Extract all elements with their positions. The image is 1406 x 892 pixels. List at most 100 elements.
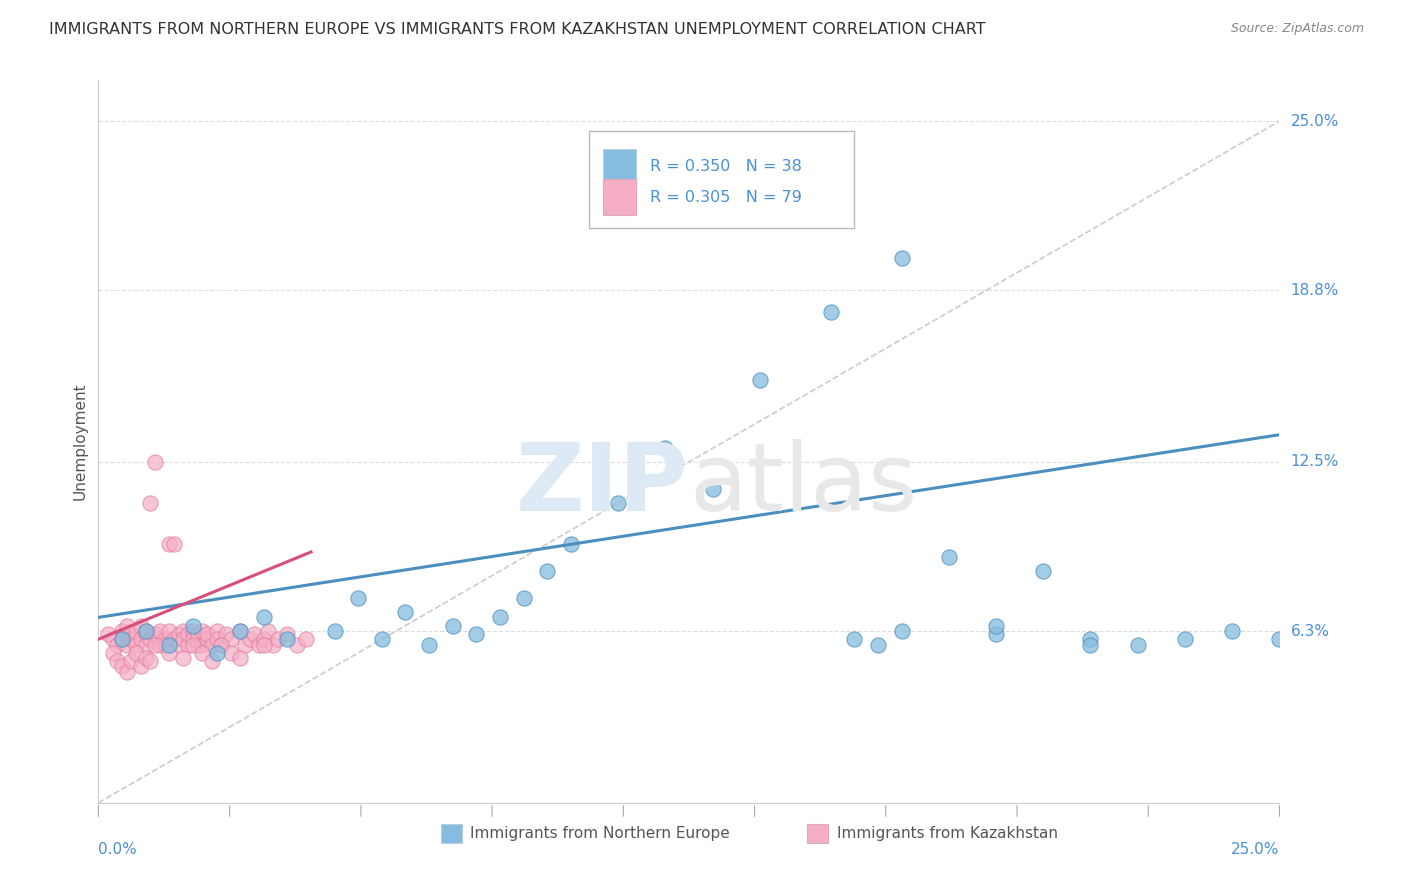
Point — [135, 638, 157, 652]
Point — [135, 624, 157, 638]
Point — [111, 632, 134, 647]
Point — [285, 638, 308, 652]
Point — [394, 605, 416, 619]
Point — [209, 638, 232, 652]
Point — [233, 638, 256, 652]
Point — [1268, 632, 1291, 647]
Point — [97, 626, 120, 640]
Point — [191, 646, 214, 660]
Point — [984, 618, 1007, 632]
Point — [219, 646, 242, 660]
Text: ZIP: ZIP — [516, 439, 689, 531]
Point — [149, 638, 172, 652]
Bar — [603, 179, 636, 215]
Text: atlas: atlas — [689, 439, 917, 531]
Point — [167, 626, 190, 640]
Point — [129, 632, 152, 647]
Point — [121, 632, 143, 647]
Point — [135, 624, 157, 638]
Point — [205, 646, 228, 660]
Point — [167, 638, 190, 652]
Point — [105, 654, 128, 668]
Point — [215, 626, 238, 640]
Point — [143, 455, 166, 469]
Point — [149, 624, 172, 638]
Text: IMMIGRANTS FROM NORTHERN EUROPE VS IMMIGRANTS FROM KAZAKHSTAN UNEMPLOYMENT CORRE: IMMIGRANTS FROM NORTHERN EUROPE VS IMMIG… — [49, 22, 986, 37]
Point — [177, 638, 200, 652]
Point — [201, 654, 224, 668]
Bar — [441, 824, 463, 843]
Point — [181, 638, 204, 652]
Point — [209, 638, 232, 652]
Point — [702, 482, 724, 496]
Text: 0.0%: 0.0% — [98, 842, 138, 856]
Point — [139, 496, 162, 510]
Point — [195, 626, 218, 640]
Point — [101, 632, 124, 647]
Point — [115, 638, 138, 652]
Point — [253, 638, 276, 652]
Point — [101, 646, 124, 660]
Point — [201, 638, 224, 652]
Point — [172, 624, 194, 638]
Point — [866, 638, 889, 652]
Point — [125, 624, 148, 638]
Point — [489, 610, 512, 624]
Point — [984, 626, 1007, 640]
Point — [157, 624, 180, 638]
Bar — [603, 149, 636, 185]
Point — [890, 624, 912, 638]
Point — [111, 624, 134, 638]
Point — [125, 638, 148, 652]
Point — [121, 626, 143, 640]
Point — [205, 632, 228, 647]
Point — [181, 632, 204, 647]
Point — [1032, 564, 1054, 578]
Point — [181, 624, 204, 638]
Point — [1080, 632, 1102, 647]
Point — [143, 626, 166, 640]
Point — [172, 632, 194, 647]
Point — [323, 624, 346, 638]
Point — [163, 632, 186, 647]
Point — [111, 659, 134, 673]
Point — [139, 654, 162, 668]
Point — [239, 632, 262, 647]
Text: 25.0%: 25.0% — [1232, 842, 1279, 856]
Point — [157, 537, 180, 551]
Point — [1126, 638, 1149, 652]
Text: R = 0.350   N = 38: R = 0.350 N = 38 — [650, 160, 801, 175]
Point — [243, 626, 266, 640]
Text: Source: ZipAtlas.com: Source: ZipAtlas.com — [1230, 22, 1364, 36]
Point — [748, 373, 770, 387]
Point — [181, 618, 204, 632]
Point — [253, 632, 276, 647]
Text: 18.8%: 18.8% — [1291, 283, 1339, 298]
Point — [267, 632, 290, 647]
Point — [607, 496, 630, 510]
Point — [191, 638, 214, 652]
Point — [195, 632, 218, 647]
Point — [347, 591, 370, 606]
Point — [163, 537, 186, 551]
Point — [262, 638, 284, 652]
Point — [465, 626, 488, 640]
Point — [276, 632, 298, 647]
Point — [1220, 624, 1243, 638]
Point — [441, 618, 464, 632]
Point — [890, 251, 912, 265]
Point — [135, 626, 157, 640]
Point — [938, 550, 960, 565]
Point — [157, 638, 180, 652]
Point — [229, 651, 252, 665]
Point — [129, 659, 152, 673]
Point — [111, 632, 134, 647]
Point — [153, 632, 176, 647]
Point — [187, 626, 209, 640]
Text: Immigrants from Kazakhstan: Immigrants from Kazakhstan — [837, 826, 1057, 841]
Point — [276, 626, 298, 640]
Point — [129, 618, 152, 632]
Point — [219, 632, 242, 647]
Point — [844, 632, 866, 647]
Point — [229, 624, 252, 638]
